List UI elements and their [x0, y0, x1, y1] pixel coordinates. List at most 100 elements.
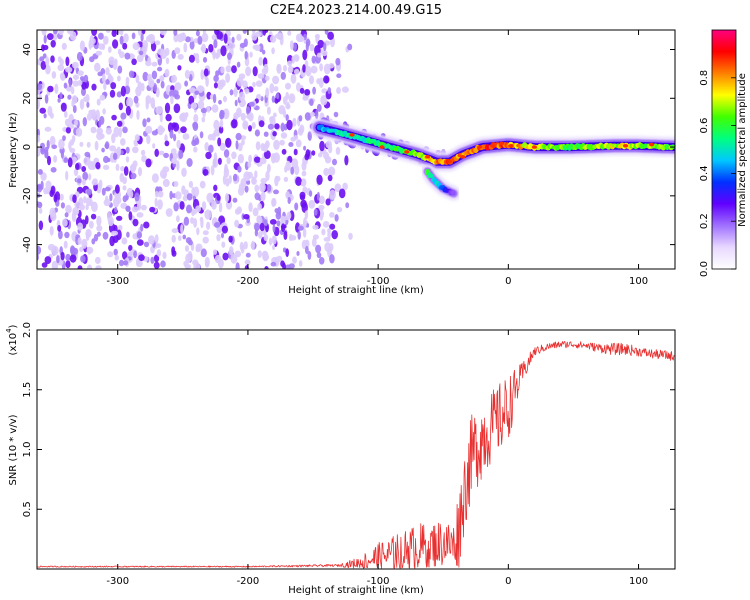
noise-speck — [222, 252, 229, 261]
noise-speck — [83, 74, 89, 83]
noise-speck — [190, 102, 197, 109]
noise-speck — [218, 99, 222, 105]
noise-speck — [51, 260, 59, 269]
noise-speck — [244, 50, 248, 60]
noise-speck — [49, 135, 56, 147]
noise-speck — [195, 30, 200, 37]
noise-speck — [328, 243, 334, 252]
noise-speck — [160, 260, 166, 268]
noise-speck — [310, 65, 318, 74]
noise-speck — [87, 264, 92, 269]
noise-speck — [293, 135, 299, 141]
noise-speck — [80, 255, 86, 263]
noise-speck — [233, 112, 239, 120]
noise-speck — [95, 50, 103, 56]
noise-speck — [50, 40, 56, 48]
noise-speck — [75, 163, 80, 170]
noise-speck — [170, 148, 177, 155]
top-y-tick-label: -20 — [22, 188, 33, 204]
noise-speck — [82, 117, 88, 127]
noise-speck — [248, 154, 253, 163]
noise-speck — [313, 208, 318, 216]
noise-speck — [296, 251, 300, 256]
noise-speck — [163, 152, 170, 159]
noise-speck — [119, 35, 124, 45]
noise-speck — [219, 109, 225, 118]
noise-speck — [199, 180, 206, 189]
noise-speck — [316, 191, 320, 201]
noise-speck — [305, 42, 309, 52]
noise-speck — [219, 119, 224, 128]
noise-speck — [102, 164, 110, 170]
noise-speck — [117, 75, 121, 82]
noise-speck — [63, 240, 68, 249]
noise-speck — [252, 44, 259, 50]
noise-speck — [225, 73, 231, 83]
noise-speck — [177, 53, 184, 60]
noise-speck — [184, 245, 190, 252]
noise-speck — [122, 185, 127, 191]
noise-speck — [225, 137, 232, 148]
noise-speck — [125, 146, 130, 154]
noise-speck — [164, 102, 171, 114]
noise-speck — [75, 127, 83, 137]
noise-speck — [77, 70, 84, 76]
noise-speck — [172, 122, 180, 132]
bottom-x-tick-label: -300 — [106, 576, 129, 587]
bottom-x-axis-label: Height of straight line (km) — [288, 585, 424, 596]
noise-speck — [204, 261, 210, 268]
colorbar-tick-label: 0.6 — [699, 118, 710, 134]
noise-speck — [337, 207, 343, 213]
noise-speck — [149, 206, 156, 213]
noise-speck — [170, 85, 175, 92]
noise-speck — [315, 244, 322, 254]
noise-speck — [252, 207, 259, 217]
bottom-x-tick-label: 100 — [629, 576, 648, 587]
noise-speck — [79, 76, 85, 81]
noise-speck — [70, 245, 75, 255]
noise-speck — [257, 231, 263, 239]
ridge-cell — [428, 173, 435, 179]
noise-speck — [37, 201, 43, 209]
noise-speck — [136, 231, 143, 239]
noise-speck — [262, 251, 269, 262]
noise-speck — [111, 114, 117, 121]
noise-speck — [213, 119, 220, 131]
noise-speck — [146, 117, 151, 123]
noise-speck — [110, 82, 117, 90]
noise-speck — [79, 98, 85, 110]
noise-speck — [137, 167, 143, 177]
noise-speck — [136, 212, 144, 218]
noise-speck — [183, 260, 189, 267]
noise-speck — [133, 250, 138, 259]
noise-speck — [67, 94, 72, 100]
noise-speck — [257, 250, 262, 258]
noise-speck — [137, 30, 142, 36]
noise-speck — [223, 167, 230, 179]
noise-speck — [335, 146, 341, 155]
noise-speck — [159, 169, 168, 179]
noise-speck — [248, 101, 255, 107]
noise-speck — [311, 55, 316, 64]
noise-speck — [220, 66, 225, 74]
noise-speck — [64, 118, 70, 127]
noise-speck — [101, 147, 105, 153]
noise-speck — [147, 33, 155, 40]
noise-speck — [108, 73, 112, 81]
noise-speck — [143, 241, 150, 248]
noise-speck — [47, 105, 53, 117]
noise-speck — [254, 170, 258, 179]
noise-speck — [315, 109, 319, 120]
noise-speck — [38, 207, 43, 214]
noise-speck — [312, 224, 319, 230]
noise-speck — [327, 31, 334, 40]
noise-speck — [64, 212, 69, 218]
noise-speck — [215, 52, 219, 60]
noise-speck — [42, 53, 47, 59]
noise-speck — [171, 228, 179, 234]
noise-speck — [96, 225, 103, 232]
noise-speck — [234, 219, 240, 228]
ridge-peak — [531, 145, 538, 149]
noise-speck — [332, 158, 337, 166]
noise-speck — [299, 124, 305, 134]
